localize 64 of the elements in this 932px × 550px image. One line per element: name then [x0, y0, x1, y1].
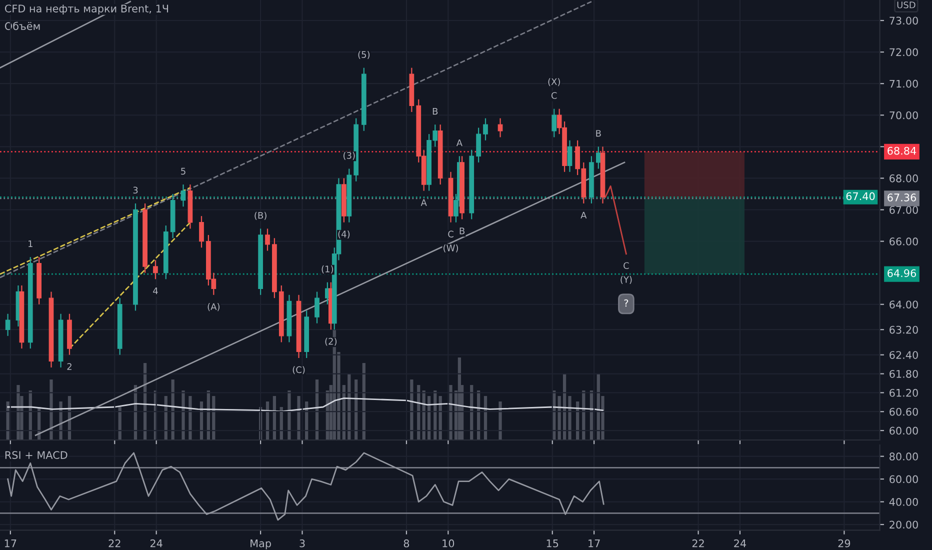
y-tick-label: 20.00	[890, 520, 918, 529]
ref-line-label: 68.84	[888, 146, 916, 155]
annotation: 2	[67, 363, 72, 370]
annotation: (B)	[254, 212, 266, 220]
annotation: 3	[133, 186, 138, 194]
y-tick-label: 61.80	[890, 370, 918, 378]
x-tick-label: 22	[108, 539, 120, 548]
y-tick-label: 80.00	[890, 452, 918, 460]
annotation: B	[596, 130, 601, 137]
y-tick-label: 66.00	[890, 238, 918, 246]
annotation: (A)	[208, 303, 220, 312]
annotation: B	[460, 228, 465, 234]
annotation: C	[551, 92, 557, 99]
y-tick-label: 60.60	[890, 408, 918, 416]
annotation: (5)	[358, 50, 370, 59]
annotation: 5	[181, 168, 186, 175]
y-tick-label: 73.00	[890, 16, 918, 25]
chart-title: CFD на нефть марки Brent, 1Ч	[4, 4, 168, 14]
annotation: B	[432, 108, 438, 115]
x-tick-label: 8	[404, 539, 410, 548]
annotation: 4	[153, 288, 158, 294]
x-tick-label: 17	[4, 540, 16, 548]
annotation: (1)	[322, 265, 334, 274]
y-tick-label: 72.00	[890, 48, 918, 56]
x-tick-label: 10	[442, 539, 454, 548]
y-tick-label: 71.00	[890, 80, 918, 88]
annotation: A	[580, 212, 587, 218]
y-tick-label: 70.00	[890, 111, 918, 120]
y-tick-label: 60.00	[890, 475, 918, 484]
x-tick-label: Мар	[250, 540, 271, 550]
chart-title: Объём	[4, 22, 40, 30]
x-tick-label: 22	[692, 539, 704, 548]
y-tick-label: 60.00	[890, 426, 918, 435]
annotation: (3)	[344, 152, 355, 160]
annotation: A	[420, 199, 427, 206]
annotation: C	[448, 230, 454, 238]
x-tick-label: 17	[588, 540, 600, 548]
y-tick-label: 63.20	[890, 326, 918, 334]
annotation: A	[456, 140, 462, 146]
y-tick-label: 64.00	[890, 300, 918, 308]
chart-title: RSI + MACD	[5, 451, 68, 459]
annotation: (X)	[548, 78, 560, 86]
y-tick-label: 61.20	[890, 388, 918, 397]
x-tick-label: 29	[838, 539, 850, 548]
annotation: (4)	[338, 230, 350, 239]
x-tick-label: 3	[300, 539, 305, 548]
annotation: (W)	[444, 244, 458, 252]
annotation: C	[624, 262, 629, 270]
x-tick-label: 24	[150, 539, 162, 548]
annotation: (C)	[292, 366, 305, 374]
annotation: ?	[624, 299, 628, 307]
annotation: (2)	[325, 338, 337, 346]
y-tick-label: 62.40	[890, 351, 918, 359]
ref-line-label: 64.96	[888, 269, 916, 278]
x-tick-label: 24	[734, 539, 746, 548]
annotation: 1	[28, 240, 32, 248]
x-tick-label: 15	[546, 540, 558, 548]
ref-line-label: 67.36	[888, 194, 916, 202]
y-axis-title: USD	[897, 1, 916, 8]
y-tick-label: 68.00	[890, 174, 918, 182]
ref-line-label: 67.40	[846, 192, 875, 200]
y-tick-label: 67.00	[890, 206, 918, 214]
y-tick-label: 40.00	[889, 498, 918, 506]
annotation: (Y)	[620, 276, 632, 284]
